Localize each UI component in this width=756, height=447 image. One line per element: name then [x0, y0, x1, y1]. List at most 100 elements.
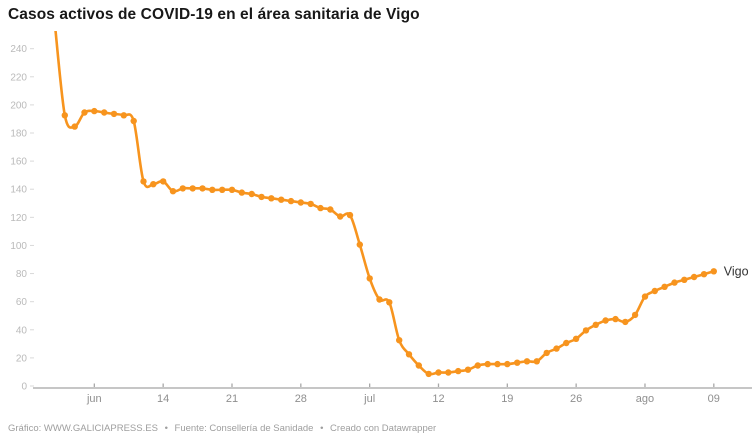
y-axis-tick-label: 200 [10, 100, 27, 111]
data-point [572, 335, 580, 342]
data-point [396, 337, 403, 344]
data-point [631, 311, 639, 319]
data-point [61, 112, 68, 119]
data-point [504, 360, 511, 368]
data-point [278, 196, 285, 203]
data-point [592, 321, 599, 328]
y-axis-tick-label: 0 [21, 382, 27, 393]
data-point [219, 186, 226, 193]
y-axis-tick-label: 40 [16, 325, 28, 336]
data-point [533, 358, 540, 365]
data-point [287, 197, 295, 205]
footer-separator: • [320, 423, 324, 434]
footer-credit: Gráfico: WWW.GALICIAPRESS.ES [8, 423, 158, 434]
data-point [415, 362, 422, 369]
data-point [622, 318, 629, 326]
y-axis-tick-label: 120 [10, 213, 27, 224]
data-point [317, 204, 324, 212]
y-axis-tick-label: 180 [10, 129, 27, 140]
data-point [337, 213, 344, 220]
data-point [81, 109, 88, 116]
data-point [651, 287, 658, 295]
data-point [179, 185, 186, 192]
data-point [425, 370, 432, 378]
data-point [405, 351, 413, 358]
data-point [681, 276, 688, 283]
data-point [484, 360, 491, 368]
data-point [563, 339, 570, 347]
data-point [690, 273, 698, 281]
y-axis-tick-label: 20 [16, 353, 28, 364]
data-point [356, 241, 363, 248]
data-point [582, 327, 590, 334]
data-point [435, 369, 442, 376]
data-point [671, 279, 678, 286]
data-point [297, 199, 304, 206]
x-axis-tick-label: jun [86, 393, 102, 405]
chart-footer: Gráfico: WWW.GALICIAPRESS.ES • Fuente: C… [8, 423, 436, 435]
data-point [455, 367, 462, 375]
footer-separator: • [164, 423, 168, 434]
x-axis-tick-label: 19 [501, 393, 513, 405]
data-point [140, 178, 147, 185]
data-point [238, 189, 245, 196]
data-point [150, 181, 157, 188]
data-point [52, 22, 58, 28]
x-axis-tick-label: 12 [432, 393, 444, 405]
data-point [386, 299, 393, 306]
y-axis-tick-label: 140 [10, 185, 27, 196]
x-axis-tick-label: 14 [157, 393, 169, 405]
x-axis-tick-label: 21 [226, 393, 238, 405]
data-point [376, 296, 383, 303]
y-axis-tick-label: 160 [10, 157, 27, 168]
data-point [209, 186, 216, 193]
chart-title: Casos activos de COVID-19 en el área san… [8, 6, 420, 23]
data-point [523, 358, 531, 365]
covid-active-cases-line-chart: 0 20 40 60 80 100 120 140 160 180 200 220 240 jun 14 21… [10, 22, 752, 405]
data-point [120, 112, 128, 119]
data-point [268, 195, 275, 202]
data-point [602, 317, 609, 324]
data-point [101, 109, 108, 116]
data-point [189, 185, 196, 192]
footer-datawrapper-link[interactable]: Creado con Datawrapper [330, 423, 437, 434]
x-axis-tick-label: 09 [708, 393, 720, 405]
x-axis-tick-label: 26 [570, 393, 582, 405]
x-axis-tick-label: jul [363, 393, 375, 405]
data-point [327, 206, 334, 213]
y-axis-tick-label: 240 [10, 44, 27, 55]
data-point [160, 178, 167, 185]
data-point [248, 190, 255, 198]
series-label-vigo: Vigo [724, 264, 749, 278]
data-point [641, 293, 649, 300]
data-point [228, 186, 236, 193]
data-point [110, 110, 118, 118]
data-point [543, 349, 550, 357]
y-axis-tick-label: 220 [10, 72, 27, 83]
data-point [130, 117, 137, 125]
data-point [494, 360, 501, 368]
y-axis-tick-label: 60 [16, 297, 28, 308]
data-point [199, 185, 206, 192]
data-point [307, 200, 314, 208]
footer-source: Fuente: Consellería de Sanidade [174, 423, 314, 434]
data-point [700, 271, 708, 278]
data-point [661, 283, 668, 290]
data-point [346, 211, 354, 219]
y-axis-tick-label: 100 [10, 241, 27, 252]
data-point [71, 123, 78, 130]
data-point [169, 188, 177, 195]
data-point [553, 345, 560, 352]
data-point [258, 193, 265, 201]
data-point [514, 359, 521, 366]
x-axis-tick-label: 28 [295, 393, 307, 405]
data-point [91, 107, 98, 115]
x-axis-tick-label: ago [636, 393, 654, 405]
data-point [612, 315, 619, 323]
data-point [445, 369, 452, 376]
data-point [710, 268, 717, 275]
data-point [366, 275, 373, 282]
data-point [464, 366, 472, 373]
data-point [474, 362, 481, 369]
